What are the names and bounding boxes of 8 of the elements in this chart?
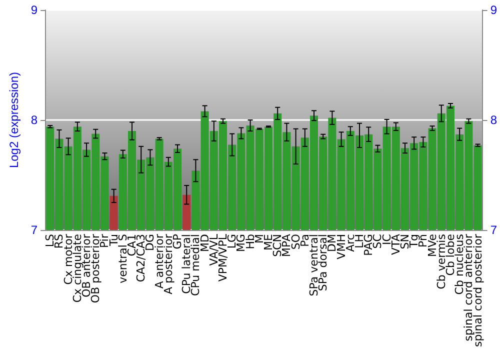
y2-tick-label: 8 [490,113,498,128]
y2-tick-label: 7 [490,223,498,238]
y2-tick-label: 9 [490,3,498,17]
y-tick-label: 9 [30,3,38,17]
y-tick-label: 7 [30,223,38,238]
y-axis-title: Log2 (expression) [7,72,21,168]
x-tick-label: Tg [408,234,421,249]
y-tick-label: 8 [30,113,38,128]
